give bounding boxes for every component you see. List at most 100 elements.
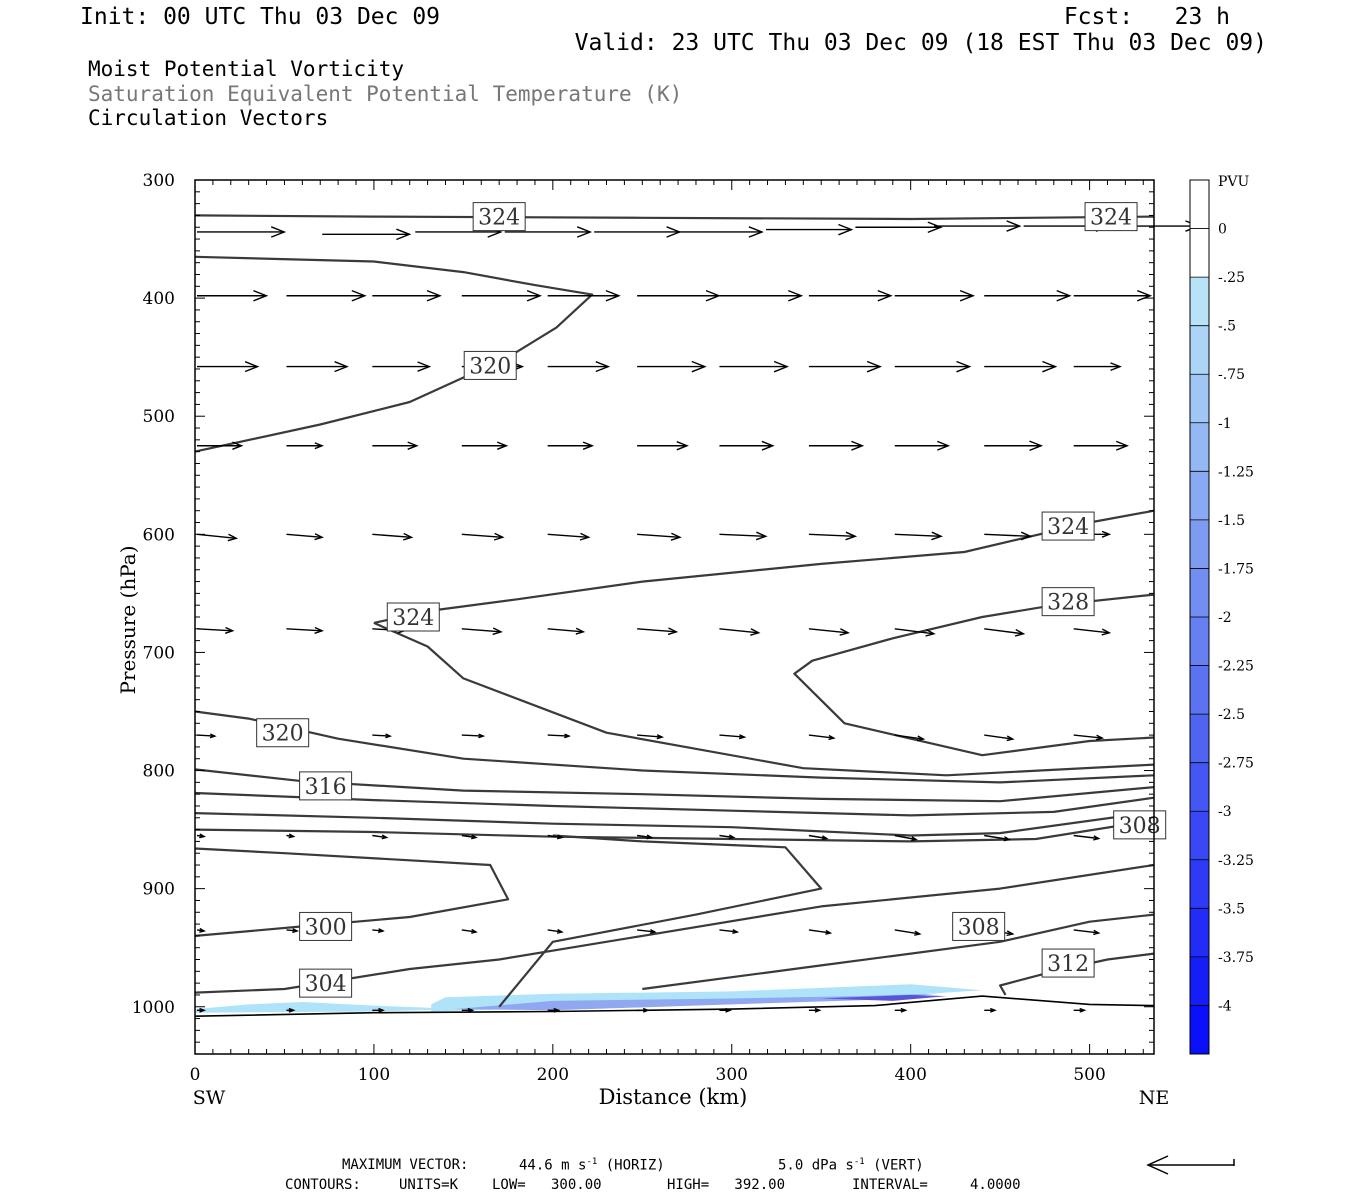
circulation-vector — [719, 734, 747, 740]
circulation-vector — [1073, 834, 1101, 841]
circulation-vector — [286, 533, 325, 541]
circulation-vector — [894, 734, 926, 742]
circulation-vector — [637, 441, 689, 451]
circulation-vector — [286, 289, 367, 302]
circulation-vector — [372, 928, 385, 934]
max-vector-horiz: 44.6 m s-1 (HORIZ) — [519, 1157, 665, 1174]
circulation-vector — [1073, 929, 1101, 936]
field-title-vectors: Circulation Vectors — [88, 106, 329, 130]
circulation-vector — [547, 1007, 561, 1013]
svg-text:324: 324 — [392, 606, 434, 631]
legend-label: -2.25 — [1218, 659, 1254, 675]
contours-high: HIGH= 392.00 — [667, 1177, 786, 1193]
field-title-pv: Moist Potential Vorticity — [88, 57, 405, 81]
circulation-vector — [637, 289, 721, 302]
contour-label: 328 — [1041, 587, 1095, 617]
legend-label: 0 — [1218, 222, 1227, 238]
circulation-vector — [765, 223, 854, 236]
contours-interval: INTERVAL= 4.0000 — [852, 1177, 1021, 1193]
circulation-vector — [808, 440, 865, 451]
circulation-vector — [372, 733, 392, 739]
circulation-vector — [197, 361, 260, 373]
circulation-vector — [461, 441, 509, 450]
contour-label: 308 — [952, 911, 1006, 941]
circulation-vector — [286, 928, 299, 934]
circulation-vector — [547, 928, 564, 934]
circulation-vector — [637, 1007, 650, 1013]
legend-label: -3.5 — [1218, 901, 1245, 917]
circulation-vector — [676, 226, 764, 238]
circulation-vector — [196, 927, 206, 933]
circulation-vector — [504, 226, 593, 238]
circulation-vector — [984, 1007, 997, 1013]
y-tick-label: 800 — [143, 762, 175, 782]
circulation-vector — [808, 289, 893, 302]
circulation-vector — [372, 1007, 385, 1013]
legend-swatch — [1190, 519, 1209, 569]
circulation-vector — [1073, 628, 1112, 636]
theta-contour-324-0 — [194, 214, 1155, 221]
circulation-vector — [461, 627, 503, 636]
y-tick-label: 500 — [143, 407, 175, 427]
legend-swatch — [1190, 325, 1209, 375]
circulation-vector — [894, 929, 922, 936]
contour-label: 308 — [1113, 810, 1167, 840]
legend-swatch — [1190, 277, 1209, 326]
contour-label: 312 — [1041, 948, 1095, 978]
circulation-vector — [461, 289, 543, 302]
circulation-vector — [547, 733, 571, 739]
circulation-vector — [808, 734, 836, 741]
legend-swatch — [1190, 665, 1209, 715]
theta-contour-324-3 — [373, 621, 1155, 777]
circulation-vector — [196, 626, 235, 634]
circulation-vector — [547, 834, 564, 840]
circulation-vector — [894, 531, 944, 541]
legend-label: -2.5 — [1218, 707, 1245, 723]
svg-text:300: 300 — [305, 915, 347, 940]
svg-text:328: 328 — [1047, 591, 1089, 616]
circulation-vector — [461, 834, 478, 840]
circulation-vector — [286, 361, 349, 373]
y-tick-label: 400 — [143, 289, 175, 309]
x-tick-label: 300 — [716, 1065, 748, 1085]
x-tick-label: 500 — [1073, 1065, 1105, 1085]
circulation-vector — [894, 360, 972, 373]
circulation-vector — [637, 627, 679, 636]
circulation-vector — [894, 440, 951, 451]
y-axis-label: Pressure (hPa) — [116, 546, 140, 695]
legend-swatch — [1190, 617, 1209, 666]
circulation-vector — [637, 360, 707, 373]
circulation-vector — [372, 289, 442, 302]
circulation-vector — [461, 1007, 475, 1013]
valid-time: Valid: 23 UTC Thu 03 Dec 09 (18 EST Thu … — [574, 30, 1267, 56]
legend-title: PVU — [1218, 174, 1250, 190]
legend-swatch — [1190, 714, 1209, 763]
pv-fill-region-3 — [821, 994, 947, 1001]
circulation-vector — [547, 289, 621, 302]
max-vector-arrow — [1146, 1155, 1235, 1175]
legend-swatch — [1190, 811, 1209, 860]
x-axis-label: Distance (km) — [599, 1085, 748, 1109]
circulation-vector — [372, 361, 432, 372]
legend-label: -2 — [1218, 610, 1232, 626]
legend-label: -3 — [1218, 804, 1232, 820]
circulation-vector — [808, 531, 858, 541]
contour-label: 304 — [299, 968, 353, 998]
circulation-vector — [547, 627, 586, 635]
circulation-vector — [894, 1007, 908, 1013]
x-tick-label: 100 — [358, 1065, 390, 1085]
circulation-vector — [637, 928, 657, 934]
legend-label: -3.25 — [1218, 853, 1254, 869]
circulation-vector — [1073, 734, 1105, 741]
legend-swatch — [1190, 422, 1209, 472]
x-tick-label: 400 — [894, 1065, 926, 1085]
x-right-label: NE — [1139, 1087, 1170, 1109]
circulation-vector — [372, 834, 389, 840]
pv-fill-region-0 — [195, 1002, 464, 1013]
circulation-vector — [984, 440, 1044, 452]
circulation-vector — [719, 531, 768, 541]
legend-swatch — [1190, 180, 1209, 229]
y-tick-label: 700 — [143, 643, 175, 663]
circulation-vector — [934, 220, 1022, 232]
circulation-vector — [372, 532, 414, 541]
